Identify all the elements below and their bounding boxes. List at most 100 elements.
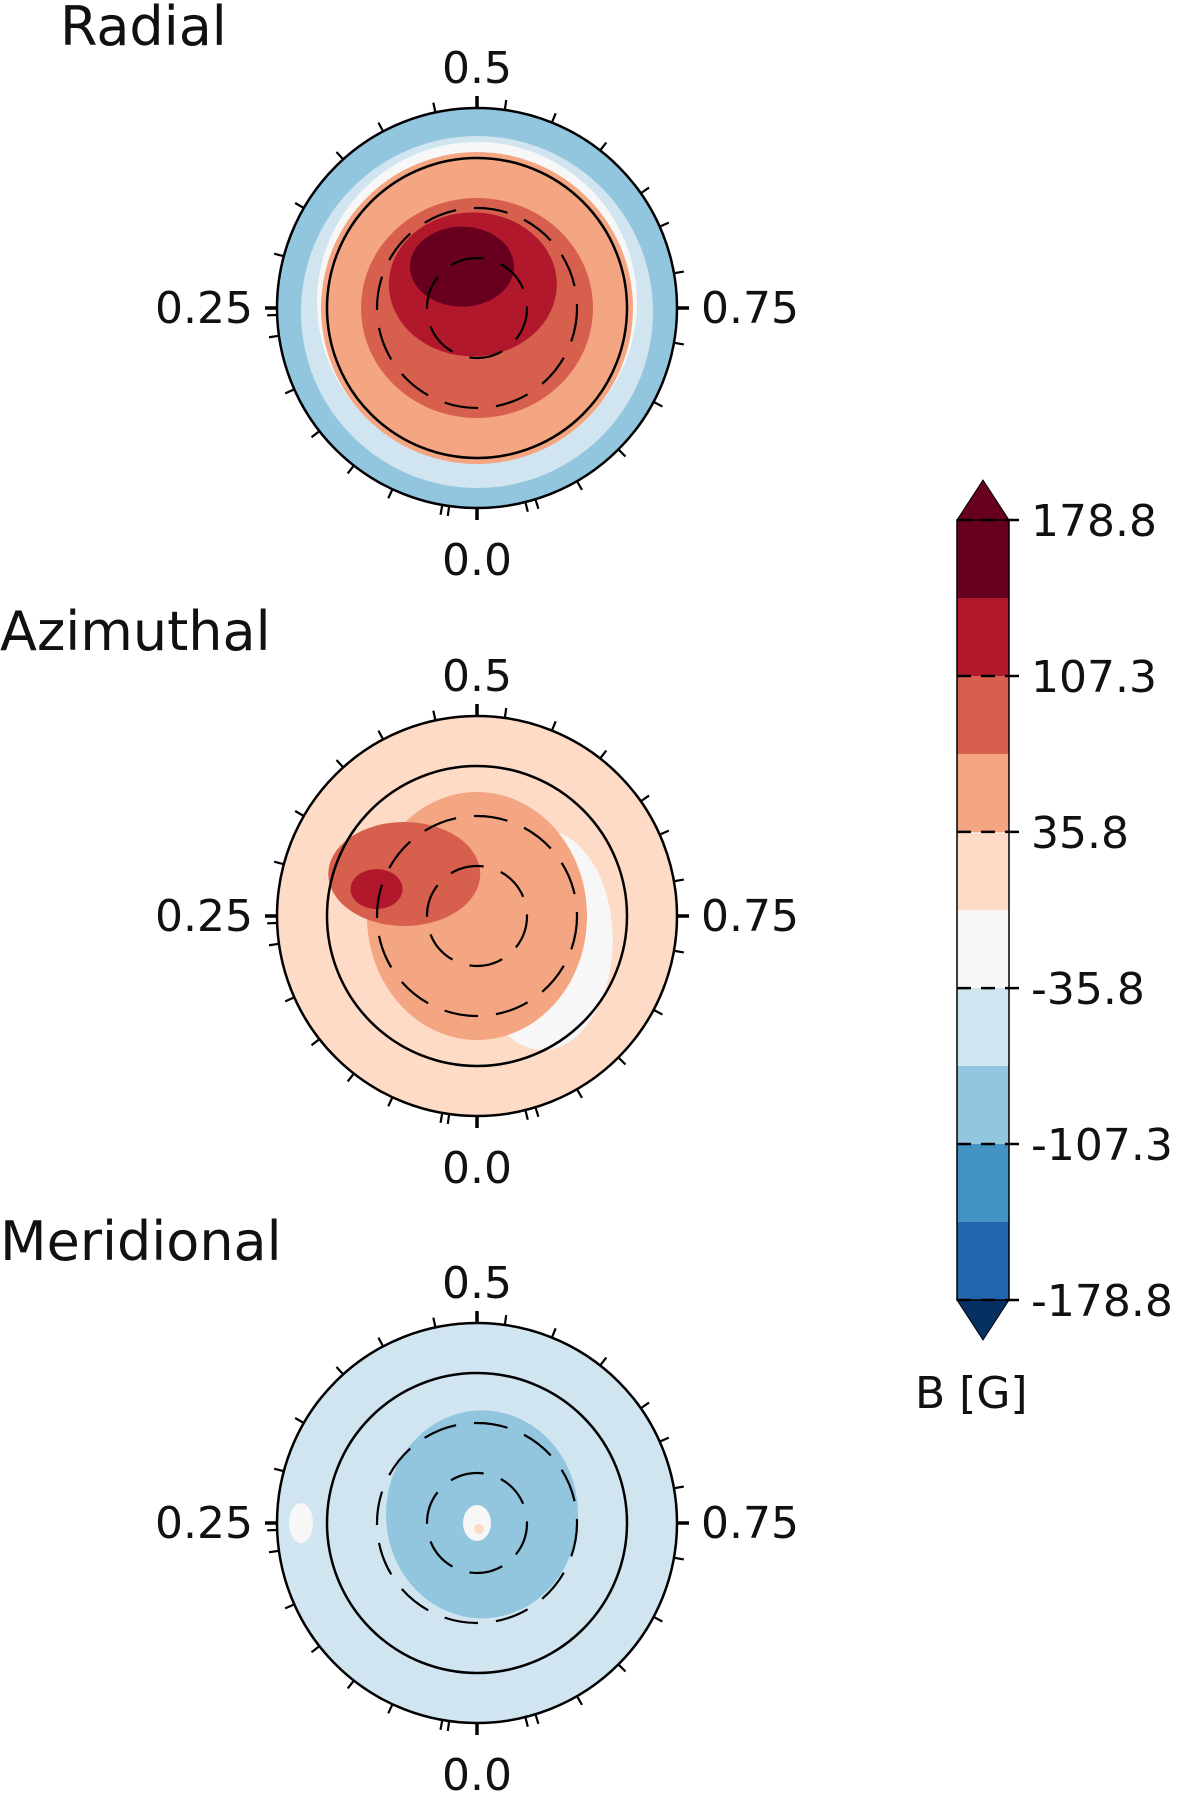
phase-tick: [576, 480, 583, 491]
phase-tick: [268, 334, 280, 339]
phase-label-right: 0.75: [701, 283, 799, 334]
contour-region: [350, 869, 403, 910]
phase-tick: [387, 488, 394, 499]
phase-tick: [432, 1317, 437, 1328]
latitude-circle-solid: [325, 764, 629, 1068]
latitude-circle-dashed: [425, 864, 529, 968]
phase-tick: [439, 1112, 444, 1124]
phase-tick: [432, 710, 437, 721]
colorbar-bin: [957, 1066, 1009, 1145]
contour-fill: [277, 1323, 677, 1723]
phase-tick: [673, 1556, 685, 1561]
phase-tick: [377, 1337, 385, 1347]
phase-tick: [503, 99, 508, 111]
colorbar-tick-label: 35.8: [1031, 808, 1129, 859]
phase-tick: [617, 1663, 627, 1673]
phase-tick: [294, 202, 305, 209]
phase-tick: [617, 448, 627, 458]
phase-tick: [534, 1713, 540, 1725]
phase-label-right: 0.75: [701, 1498, 799, 1549]
colorbar-tick-label: -35.8: [1031, 964, 1145, 1015]
phase-tick: [273, 1467, 285, 1473]
phase-tick: [432, 102, 437, 113]
phase-tick: [640, 186, 650, 195]
phase-tick: [387, 1096, 394, 1107]
colorbar-bin: [957, 988, 1009, 1067]
phase-tick: [446, 1113, 451, 1125]
colorbar-tick-label: -107.3: [1031, 1120, 1173, 1171]
phase-tick: [550, 112, 557, 123]
colorbar-tick-label: 178.8: [1031, 496, 1157, 547]
colorbar-bin: [957, 1144, 1009, 1223]
contour-region: [474, 1524, 484, 1534]
phase-tick: [268, 1549, 280, 1554]
phase-tick: [617, 1056, 627, 1066]
phase-tick: [659, 1436, 670, 1443]
phase-tick: [659, 221, 670, 228]
phase-label-bottom: 0.0: [442, 1750, 512, 1801]
contour-region: [289, 1503, 313, 1543]
latitude-circle-dashed: [375, 206, 579, 410]
colorbar-tick-label: -178.8: [1031, 1276, 1173, 1327]
colorbar-extend-bottom: [956, 1299, 1010, 1341]
latitude-circle-dashed: [375, 1421, 579, 1625]
phase-tick: [653, 1615, 663, 1623]
phase-tick: [503, 707, 508, 719]
phase-tick: [439, 1719, 444, 1731]
phase-tick: [346, 464, 355, 475]
colorbar-bin: [957, 832, 1009, 911]
phase-tick: [268, 942, 280, 947]
panel-title: Meridional: [0, 1210, 282, 1273]
phase-tick: [310, 430, 321, 439]
phase-tick: [335, 759, 344, 769]
colorbar-bin: [957, 1222, 1009, 1301]
contour-fill: [277, 108, 677, 508]
phase-label-right: 0.75: [701, 891, 799, 942]
polar-panels: 0.5 0.25 0.75 0.0 Radial 0.5 0.25 0.75 0.0 Azimut…: [0, 0, 799, 1801]
phase-label-left: 0.25: [155, 1498, 253, 1549]
polar-panel-radial: 0.5 0.25 0.75 0.0 Radial: [60, 0, 799, 586]
phase-label-top: 0.5: [442, 43, 512, 94]
phase-tick: [599, 141, 608, 152]
colorbar-tick-label: 107.3: [1031, 652, 1157, 703]
phase-tick: [673, 270, 685, 275]
phase-label-top: 0.5: [442, 1258, 512, 1309]
phase-tick: [640, 794, 650, 803]
latitude-circle-dashed: [425, 256, 529, 360]
colorbar-bin: [957, 520, 1009, 599]
phase-tick: [524, 501, 529, 513]
colorbar-bin: [957, 676, 1009, 755]
phase-tick: [653, 1008, 663, 1016]
phase-tick: [534, 498, 540, 510]
phase-tick: [673, 949, 685, 954]
panel-title: Radial: [60, 0, 227, 58]
contour-region: [409, 226, 514, 307]
latitude-circle-solid: [325, 1371, 629, 1675]
phase-tick: [335, 1366, 344, 1376]
colorbar-bin: [957, 910, 1009, 989]
colorbar-label: B [G]: [915, 1368, 1028, 1419]
phase-tick: [284, 388, 295, 395]
phase-tick: [446, 1720, 451, 1732]
phase-tick: [377, 730, 385, 740]
phase-tick: [346, 1679, 355, 1690]
phase-tick: [653, 400, 663, 408]
colorbar: 178.8 107.3 35.8 -35.8 -107.3 -178.8B [G]: [915, 479, 1173, 1419]
phase-tick: [346, 1072, 355, 1083]
phase-tick: [335, 151, 344, 161]
phase-tick: [576, 1695, 583, 1706]
panel-title: Azimuthal: [0, 600, 271, 663]
phase-tick: [659, 829, 670, 836]
phase-tick: [599, 749, 608, 760]
colorbar-extend-top: [956, 479, 1010, 521]
phase-tick: [387, 1703, 394, 1714]
phase-label-left: 0.25: [155, 283, 253, 334]
phase-tick: [673, 341, 685, 346]
phase-tick: [294, 810, 305, 817]
contour-region: [463, 1505, 491, 1541]
phase-label-bottom: 0.0: [442, 535, 512, 586]
phase-tick: [550, 720, 557, 731]
phase-tick: [284, 1603, 295, 1610]
phase-tick: [524, 1109, 529, 1121]
latitude-circle-dashed: [425, 1471, 529, 1575]
